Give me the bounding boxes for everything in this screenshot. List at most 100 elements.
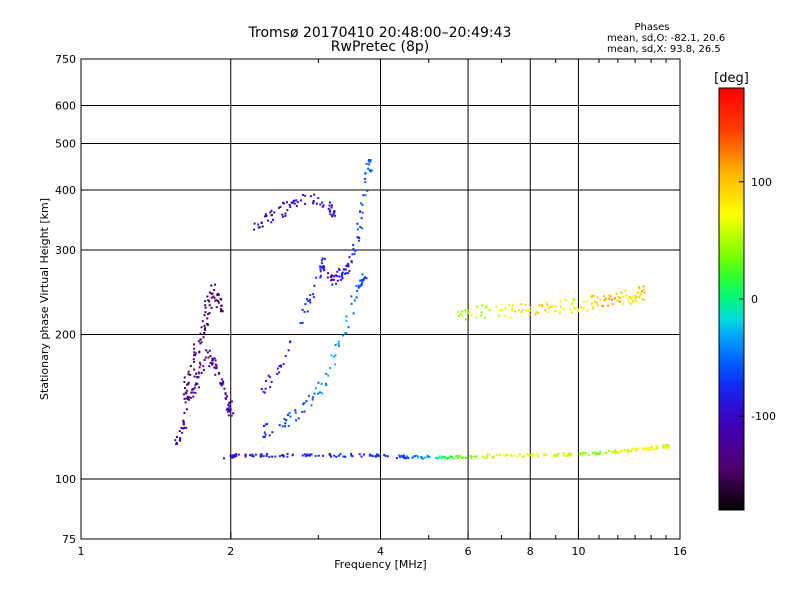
echo-point [595,452,598,455]
echo-point [504,315,507,318]
echo-point [336,270,339,273]
echo-point [309,453,312,456]
echo-point [495,453,498,456]
echo-point [260,221,263,224]
echo-point [643,448,646,451]
echo-point [262,455,265,458]
echo-point [224,397,227,400]
echo-point [521,455,524,458]
echo-point [338,344,341,347]
echo-point [314,387,317,390]
echo-point [571,311,574,314]
echo-point [516,455,519,458]
echo-point [457,315,460,318]
echo-point [361,281,364,284]
echo-point [329,213,332,216]
echo-point [306,310,309,313]
echo-point [646,448,649,451]
echo-point [264,433,267,436]
echo-point [320,262,323,265]
echo-point [185,426,188,429]
echo-point [344,455,347,458]
echo-point [637,296,640,299]
echo-point [267,374,270,377]
echo-point [321,257,324,260]
echo-point [212,295,215,298]
echo-point [377,454,380,457]
echo-point [270,209,273,212]
echo-point [312,293,315,296]
echo-point [309,195,312,198]
echo-point [344,268,347,271]
echo-point [498,309,501,312]
echo-point [263,431,266,434]
echo-point [546,303,549,306]
echo-point [481,304,484,307]
echo-point [564,455,567,458]
echo-point [555,454,558,457]
echo-point [653,448,656,451]
echo-point [634,300,637,303]
echo-point [602,305,605,308]
echo-point [360,217,363,220]
echo-point [315,276,318,279]
echo-point [223,387,226,390]
x-tick-label: 6 [465,545,472,558]
echo-point [365,277,368,280]
echo-point [284,422,287,425]
echo-point [527,309,530,312]
echo-point [582,306,585,309]
echo-point [316,392,319,395]
echo-point [216,292,219,295]
echo-point [175,443,178,446]
echo-point [224,393,227,396]
echo-point [508,304,511,307]
echo-point [448,455,451,458]
echo-point [534,313,537,316]
echo-point [271,455,274,458]
echo-point [476,305,479,308]
echo-point [580,306,583,309]
echo-point [214,283,217,286]
echo-point [332,213,335,216]
echo-point [299,199,302,202]
echo-point [237,453,240,456]
echo-point [321,201,324,204]
phases-stats-x-mode: mean, sd,X: 93.8, 26.5 [607,44,721,55]
echo-point [470,457,473,460]
echo-point [203,314,206,317]
echo-point [495,305,498,308]
echo-point [228,409,231,412]
echo-point [187,396,190,399]
echo-point [355,284,358,287]
echo-point [252,228,255,231]
echo-point [485,305,488,308]
echo-point [403,456,406,459]
echo-point [518,453,521,456]
echo-point [364,194,367,197]
echo-point [223,457,226,460]
echo-point [262,424,265,427]
echo-point [406,455,409,458]
echo-point [511,304,514,307]
echo-point [358,453,361,456]
echo-point [179,437,182,440]
echo-point [311,398,314,401]
echo-point [639,292,642,295]
echo-point [569,454,572,457]
echo-point [607,449,610,452]
echo-point [217,293,220,296]
echo-point [524,303,527,306]
echo-point [484,456,487,459]
echo-point [627,298,630,301]
echo-point [352,312,355,315]
echo-point [360,455,363,458]
echo-point [304,455,307,458]
echo-point [333,275,336,278]
echo-point [510,454,513,457]
echo-point [506,454,509,457]
echo-point [307,394,310,397]
echo-point [272,218,275,221]
echo-point [189,364,192,367]
echo-point [198,351,201,354]
